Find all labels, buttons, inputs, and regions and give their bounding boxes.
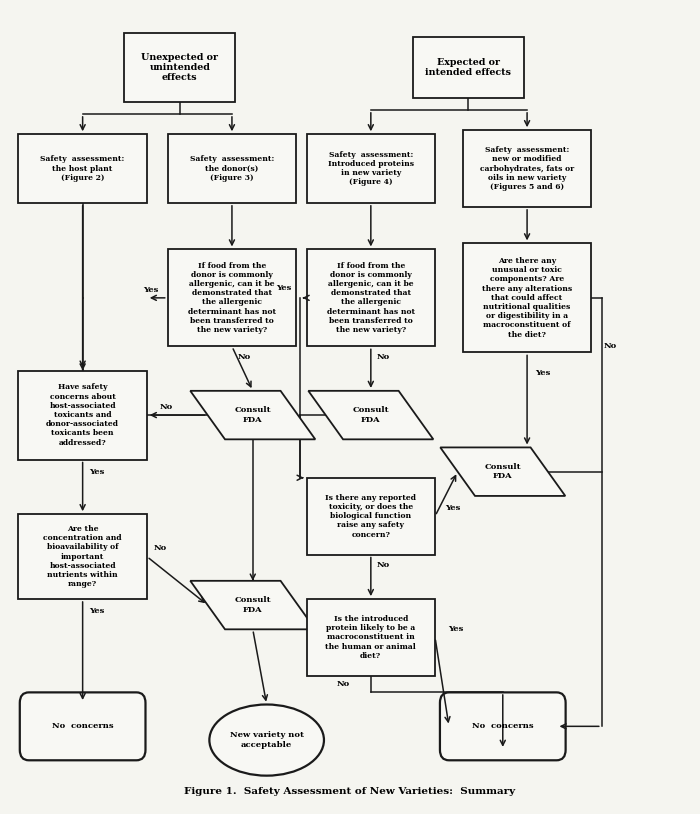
Text: Yes: Yes <box>89 607 104 615</box>
FancyBboxPatch shape <box>18 370 147 460</box>
Text: Consult
FDA: Consult FDA <box>234 597 271 614</box>
Text: No: No <box>377 353 390 361</box>
Text: No: No <box>377 561 390 569</box>
Text: Safety  assessment:
the donor(s)
(Figure 3): Safety assessment: the donor(s) (Figure … <box>190 155 274 182</box>
Text: No: No <box>603 343 617 350</box>
Text: Yes: Yes <box>276 284 291 292</box>
Text: Yes: Yes <box>448 625 463 633</box>
Text: Yes: Yes <box>143 286 158 294</box>
Text: If food from the
donor is commonly
allergenic, can it be
demonstrated that
the a: If food from the donor is commonly aller… <box>188 261 276 334</box>
Text: Is the introduced
protein likely to be a
macroconstituent in
the human or animal: Is the introduced protein likely to be a… <box>326 615 416 660</box>
FancyBboxPatch shape <box>168 249 296 347</box>
Polygon shape <box>190 391 315 440</box>
Text: Are the
concentration and
bioavailability of
important
host-associated
nutrients: Are the concentration and bioavailabilit… <box>43 525 122 589</box>
Text: Are there any
unusual or toxic
components? Are
there any alterations
that could : Are there any unusual or toxic component… <box>482 257 572 339</box>
Text: No  concerns: No concerns <box>52 722 113 730</box>
Text: Consult
FDA: Consult FDA <box>353 406 389 423</box>
Text: Consult
FDA: Consult FDA <box>234 406 271 423</box>
Text: No: No <box>154 545 167 553</box>
FancyBboxPatch shape <box>20 693 146 760</box>
Polygon shape <box>440 448 566 496</box>
FancyBboxPatch shape <box>412 37 524 98</box>
Text: Is there any reported
toxicity, or does the
biological function
raise any safety: Is there any reported toxicity, or does … <box>326 494 416 539</box>
Text: Unexpected or
unintended
effects: Unexpected or unintended effects <box>141 53 218 82</box>
Text: Safety  assessment:
the host plant
(Figure 2): Safety assessment: the host plant (Figur… <box>41 155 125 182</box>
Text: Yes: Yes <box>89 468 104 475</box>
FancyBboxPatch shape <box>463 130 592 207</box>
FancyBboxPatch shape <box>307 249 435 347</box>
Text: No: No <box>337 680 350 688</box>
Text: Yes: Yes <box>444 504 460 512</box>
Polygon shape <box>308 391 433 440</box>
Text: Safety  assessment:
Introduced proteins
in new variety
(Figure 4): Safety assessment: Introduced proteins i… <box>328 151 414 186</box>
Polygon shape <box>190 581 315 629</box>
Text: If food from the
donor is commonly
allergenic, can it be
demonstrated that
the a: If food from the donor is commonly aller… <box>327 261 415 334</box>
FancyBboxPatch shape <box>463 243 592 352</box>
Text: Figure 1.  Safety Assessment of New Varieties:  Summary: Figure 1. Safety Assessment of New Varie… <box>184 786 516 795</box>
Text: Have safety
concerns about
host-associated
toxicants and
donor-associated
toxica: Have safety concerns about host-associat… <box>46 383 119 447</box>
Text: Safety  assessment:
new or modified
carbohydrates, fats or
oils in new variety
(: Safety assessment: new or modified carbo… <box>480 146 574 191</box>
Text: No  concerns: No concerns <box>472 722 533 730</box>
Ellipse shape <box>209 704 324 776</box>
Text: Expected or
intended effects: Expected or intended effects <box>425 58 511 77</box>
Text: Yes: Yes <box>535 369 550 377</box>
FancyBboxPatch shape <box>18 514 147 599</box>
FancyBboxPatch shape <box>307 478 435 554</box>
FancyBboxPatch shape <box>307 134 435 203</box>
Text: New variety not
acceptable: New variety not acceptable <box>230 732 304 749</box>
FancyBboxPatch shape <box>307 599 435 676</box>
Text: Consult
FDA: Consult FDA <box>484 463 521 480</box>
FancyBboxPatch shape <box>18 134 147 203</box>
Text: No: No <box>238 353 251 361</box>
FancyBboxPatch shape <box>125 33 235 102</box>
FancyBboxPatch shape <box>168 134 296 203</box>
Text: No: No <box>160 403 173 411</box>
FancyBboxPatch shape <box>440 693 566 760</box>
